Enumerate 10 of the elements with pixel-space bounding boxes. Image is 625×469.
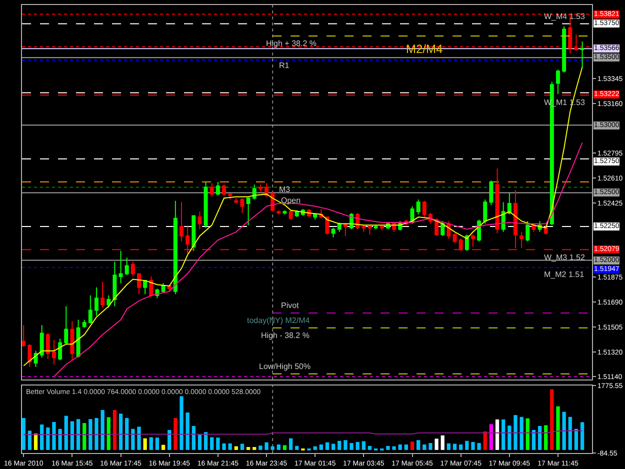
annotation: High + 38.2 %: [266, 39, 316, 48]
annotation: Open: [281, 196, 301, 205]
annotation: M_M2 1.51: [544, 270, 585, 279]
annotation: Low/High 50%: [259, 362, 311, 371]
annotation: today(NY) M2/M4: [247, 316, 310, 325]
annotation: High - 38.2 %: [261, 331, 310, 340]
annotation: M3: [279, 185, 291, 194]
annotation: R1: [279, 61, 290, 70]
annotation: W_M3 1.52: [544, 253, 586, 262]
annotation: Pivot: [281, 301, 300, 310]
